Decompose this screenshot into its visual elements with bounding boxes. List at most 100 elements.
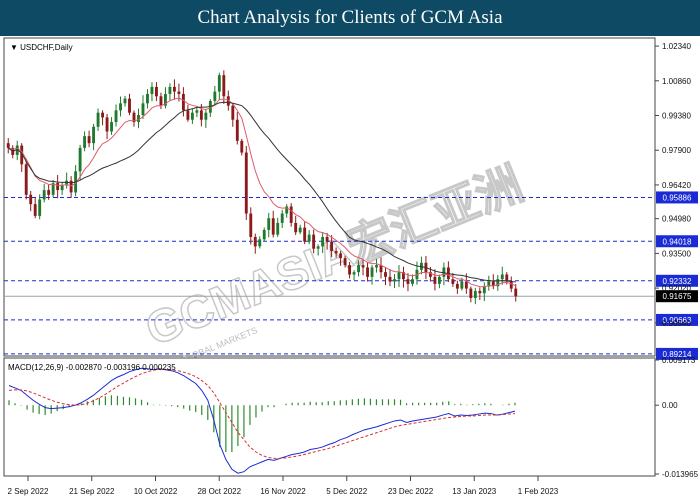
- candle-bear: [505, 274, 509, 282]
- current-price-label: 0.91675: [663, 292, 692, 301]
- y-tick-label: 0.96420: [662, 181, 691, 190]
- candle-bear: [33, 204, 37, 216]
- candle-bull: [258, 239, 262, 247]
- candle-bear: [132, 112, 136, 123]
- candle-bear: [478, 290, 482, 294]
- candle-bear: [343, 258, 347, 266]
- y-tick-label: 0.92020: [662, 284, 691, 293]
- candle-bull: [213, 91, 217, 101]
- candle-bear: [339, 253, 343, 259]
- candle-bull: [276, 222, 280, 235]
- candle-bear: [24, 164, 28, 195]
- candle-bull: [267, 218, 271, 230]
- candle-bear: [155, 86, 158, 97]
- candle-bull: [15, 145, 19, 155]
- candle-bull: [96, 112, 100, 127]
- signal-line: [8, 368, 516, 459]
- candle-bear: [491, 281, 495, 287]
- candle-bull: [114, 110, 118, 123]
- candle-bear: [244, 152, 248, 214]
- candle-bull: [204, 112, 208, 120]
- y-tick-label: 0.99380: [662, 112, 691, 121]
- candle-bull: [316, 246, 320, 249]
- candle-bull: [500, 274, 504, 280]
- candle-bull: [168, 86, 172, 94]
- level-label-box: [656, 191, 698, 204]
- ma-fast-line: [8, 97, 516, 288]
- candle-bull: [375, 265, 378, 268]
- candle-bull: [262, 229, 266, 240]
- x-tick-label: 2 Sep 2022: [8, 487, 49, 496]
- candle-bull: [460, 281, 464, 289]
- candle-bear: [366, 267, 369, 277]
- candle-bull: [65, 180, 69, 186]
- candle-bear: [294, 222, 298, 233]
- level-label-box: [656, 235, 698, 248]
- macd-y-tick-label: 0.00: [662, 401, 678, 410]
- candle-bear: [379, 265, 383, 273]
- candle-bull: [393, 279, 396, 282]
- candle-bear: [325, 236, 329, 242]
- macd-y-tick-label: 0.009173: [662, 356, 696, 365]
- candle-bear: [105, 117, 109, 132]
- y-tick-label: 0.94980: [662, 215, 691, 224]
- candle-bull: [164, 93, 167, 106]
- candle-bear: [231, 105, 235, 120]
- candle-bull: [411, 279, 414, 284]
- candle-bull: [496, 279, 500, 287]
- candle-bull: [195, 110, 199, 113]
- candle-bear: [69, 180, 73, 193]
- candle-bear: [271, 218, 275, 235]
- macd-y-tick-label: -0.013965: [662, 470, 699, 479]
- candle-bull: [437, 276, 441, 284]
- candle-bear: [361, 265, 365, 268]
- candle-bear: [20, 145, 24, 165]
- candle-bear: [455, 283, 459, 289]
- candle-bull: [119, 103, 122, 111]
- candle-bull: [298, 227, 302, 233]
- x-tick-label: 16 Nov 2022: [260, 487, 306, 496]
- candle-bear: [199, 110, 203, 120]
- candle-bear: [348, 265, 352, 275]
- candle-bear: [388, 276, 392, 282]
- candle-bull: [51, 183, 55, 195]
- x-tick-label: 23 Dec 2022: [388, 487, 434, 496]
- candle-bear: [406, 279, 410, 284]
- candle-bull: [38, 199, 42, 216]
- candle-bear: [6, 143, 10, 148]
- candle-bull: [357, 265, 360, 273]
- candle-bear: [451, 279, 455, 284]
- candle-bull: [397, 272, 401, 280]
- candle-bear: [312, 234, 316, 249]
- candle-bull: [92, 126, 96, 144]
- candle-bear: [128, 98, 131, 113]
- level-label: 0.94018: [663, 237, 692, 246]
- level-label-box: [656, 347, 698, 360]
- candle-bear: [469, 288, 473, 298]
- price-panel-label: ▼ USDCHF,Daily: [10, 43, 73, 52]
- candle-bear: [464, 281, 468, 289]
- candle-bear: [384, 272, 387, 277]
- candle-bear: [240, 140, 244, 153]
- candle-bear: [253, 236, 257, 247]
- current-price-box: [656, 290, 698, 303]
- candle-bear: [428, 272, 432, 277]
- y-tick-label: 0.93500: [662, 249, 691, 258]
- candle-bear: [29, 194, 33, 205]
- level-label: 0.92332: [663, 277, 692, 286]
- candle-bull: [60, 185, 64, 191]
- candle-bull: [321, 236, 325, 247]
- level-label-box: [656, 274, 698, 287]
- candle-bull: [285, 206, 289, 214]
- x-tick-label: 13 Jan 2023: [452, 487, 497, 496]
- x-tick-label: 5 Dec 2022: [326, 487, 367, 496]
- macd-panel-label: MACD(12,26,9) -0.002870 -0.003196 0.0002…: [8, 363, 176, 372]
- x-tick-label: 21 Sep 2022: [69, 487, 115, 496]
- y-tick-label: 1.02340: [662, 42, 691, 51]
- candle-bear: [303, 227, 307, 242]
- candle-bear: [226, 96, 230, 106]
- x-tick-label: 10 Oct 2022: [134, 487, 178, 496]
- candle-bull: [487, 281, 491, 287]
- candle-bull: [307, 234, 311, 242]
- candle-bear: [47, 190, 51, 195]
